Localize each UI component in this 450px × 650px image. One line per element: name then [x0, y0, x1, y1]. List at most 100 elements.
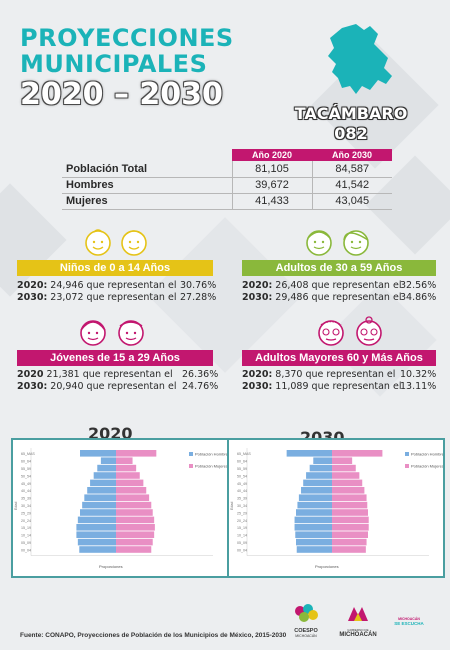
pyramid-age-label: 35_39 — [21, 497, 31, 501]
seniors-faces-icon — [318, 316, 382, 346]
stat-year: 2020: — [242, 369, 273, 380]
escucha-top: MICHOACÁN — [398, 617, 420, 621]
legend-swatch-women — [405, 464, 409, 468]
pyramid-bar-women — [332, 494, 367, 501]
pyramid-bar-men — [294, 524, 332, 531]
pyramid-bar-men — [76, 524, 116, 531]
pyramid-age-label: 25_29 — [237, 511, 247, 515]
pyramid-bar-men — [93, 472, 116, 479]
pyramid-bar-men — [297, 501, 332, 509]
pyramid-age-label: 15_19 — [21, 526, 31, 530]
value-2030: 43,045 — [311, 193, 392, 210]
children-faces-icon — [85, 229, 147, 256]
value-2020: 81,105 — [231, 161, 312, 178]
pyramid-age-label: 50_54 — [21, 474, 31, 478]
gobierno-name: MICHOACÁN — [339, 632, 377, 638]
stat-year: 2020: — [17, 280, 48, 291]
stat-line: 2020: 26,408 que representan el — [242, 280, 401, 291]
pyramid-bar-men — [295, 531, 332, 538]
pyramid-bar-men — [84, 494, 116, 501]
pyramid-age-label: 40_44 — [21, 489, 31, 493]
adults-faces-icon — [306, 230, 369, 256]
stat-percent: 34.86% — [400, 292, 437, 303]
value-2020: 39,672 — [231, 177, 312, 194]
pyramid-age-label: 40_44 — [237, 489, 247, 493]
legend-label-women: Población Mujeres — [195, 464, 227, 469]
legend-swatch-men — [189, 452, 193, 456]
pyramid-bar-men — [298, 494, 332, 501]
stat-line: 2030: 29,486 que representan el — [242, 292, 401, 303]
coespo-emblem-icon — [295, 604, 318, 622]
pyramid-bar-women — [116, 450, 157, 457]
pyramid-bar-men — [309, 464, 332, 472]
population-table: Año 2020 Año 2030 Población Total 81,105… — [62, 149, 392, 210]
stat-text: 26,408 que representan el — [275, 280, 402, 291]
value-2020: 41,433 — [231, 193, 312, 210]
source-footer: Fuente: CONAPO, Proyecciones de Població… — [20, 632, 287, 639]
pyramid-bar-women — [332, 524, 369, 531]
pyramid-bar-women — [116, 516, 155, 524]
pyramid-svg-2020: 65_MAS 60_64 55_59 50_54 45_49 40_44 35_39 30_3… — [14, 448, 230, 569]
stat-line: 2020 21,381 que representan el — [17, 369, 173, 380]
municipality-map-icon — [328, 24, 392, 94]
pyramid-bar-women — [116, 531, 155, 538]
legend-label-women: Población Mujeres — [411, 464, 443, 469]
table-header-row: Año 2020 Año 2030 — [62, 149, 392, 161]
pyramid-bar-women — [116, 494, 150, 501]
table-row: Mujeres 41,433 43,045 — [62, 193, 392, 210]
pyramid-age-label: 45_49 — [21, 482, 31, 486]
pyramid-age-label: 20_24 — [21, 519, 31, 523]
pyramid-bar-women — [332, 472, 360, 479]
stat-line: 2030: 11,089 que representan el — [242, 381, 401, 392]
pyramid-age-label: 65_MAS — [21, 452, 35, 456]
title-years: 2020 – 2030 — [20, 77, 223, 112]
title-line-1: PROYECCIONES — [20, 24, 234, 52]
banner-adultos: Adultos de 30 a 59 Años — [242, 260, 436, 276]
pyramid-bar-women — [332, 516, 369, 524]
pyramid-age-label: 00_04 — [237, 548, 247, 552]
pyramid-bar-women — [116, 487, 147, 494]
pyramid-bar-men — [301, 487, 332, 494]
stat-year: 2030: — [17, 292, 48, 303]
stat-line: 2020: 8,370 que representan el — [242, 369, 395, 380]
municipality-code: 082 — [334, 124, 368, 143]
banner-jovenes: Jóvenes de 15 a 29 Años — [17, 350, 213, 366]
pyramid-bar-men — [296, 509, 332, 516]
pyramid-bar-women — [332, 546, 366, 553]
pyramid-bar-men — [80, 450, 116, 457]
pyramid-bar-men — [82, 501, 116, 509]
pyramid-svg-2030: 65_MAS 60_64 55_59 50_54 45_49 40_44 35_39 30_3… — [230, 448, 446, 569]
stat-year: 2030: — [17, 381, 48, 392]
legend-label-men: Población Hombres — [411, 452, 443, 457]
pyramid-chart-2020: 65_MAS 60_64 55_59 50_54 45_49 40_44 35_39 30_3… — [11, 438, 230, 578]
pyramid-bar-men — [294, 516, 332, 524]
youth-faces-icon — [80, 320, 144, 346]
pyramid-x-label: Proporciones — [99, 564, 123, 569]
stat-text: 23,072 que representan el — [50, 292, 177, 303]
row-label: Población Total — [62, 161, 232, 178]
pyramid-age-label: 45_49 — [237, 482, 247, 486]
pyramid-age-label: 05_09 — [237, 541, 247, 545]
pyramid-bar-women — [332, 464, 356, 472]
pyramid-bar-men — [306, 472, 332, 479]
pyramid-age-label: 25_29 — [21, 511, 31, 515]
banner-ninos: Niños de 0 a 14 Años — [17, 260, 213, 276]
pyramid-bar-women — [332, 538, 367, 546]
pyramid-bar-men — [296, 538, 332, 546]
pyramid-bar-men — [296, 546, 332, 553]
pyramid-bar-women — [332, 457, 353, 464]
pyramid-bar-men — [77, 538, 116, 546]
header-2030: Año 2030 — [312, 149, 392, 161]
pyramid-bar-women — [116, 538, 153, 546]
pyramid-age-label: 10_14 — [237, 534, 247, 538]
pyramid-age-label: 00_04 — [21, 548, 31, 552]
stat-year: 2030: — [242, 292, 273, 303]
stat-text: 21,381 que representan el — [46, 369, 173, 380]
table-row: Hombres 39,672 41,542 — [62, 177, 392, 194]
pyramid-y-label: Edad — [14, 502, 18, 510]
table-row: Población Total 81,105 84,587 — [62, 161, 392, 178]
header-2020: Año 2020 — [232, 149, 312, 161]
gobierno-logo: GOBIERNO DE MICHOACÁN — [334, 605, 382, 638]
pyramid-bar-women — [116, 509, 153, 516]
pyramid-bar-men — [80, 509, 116, 516]
